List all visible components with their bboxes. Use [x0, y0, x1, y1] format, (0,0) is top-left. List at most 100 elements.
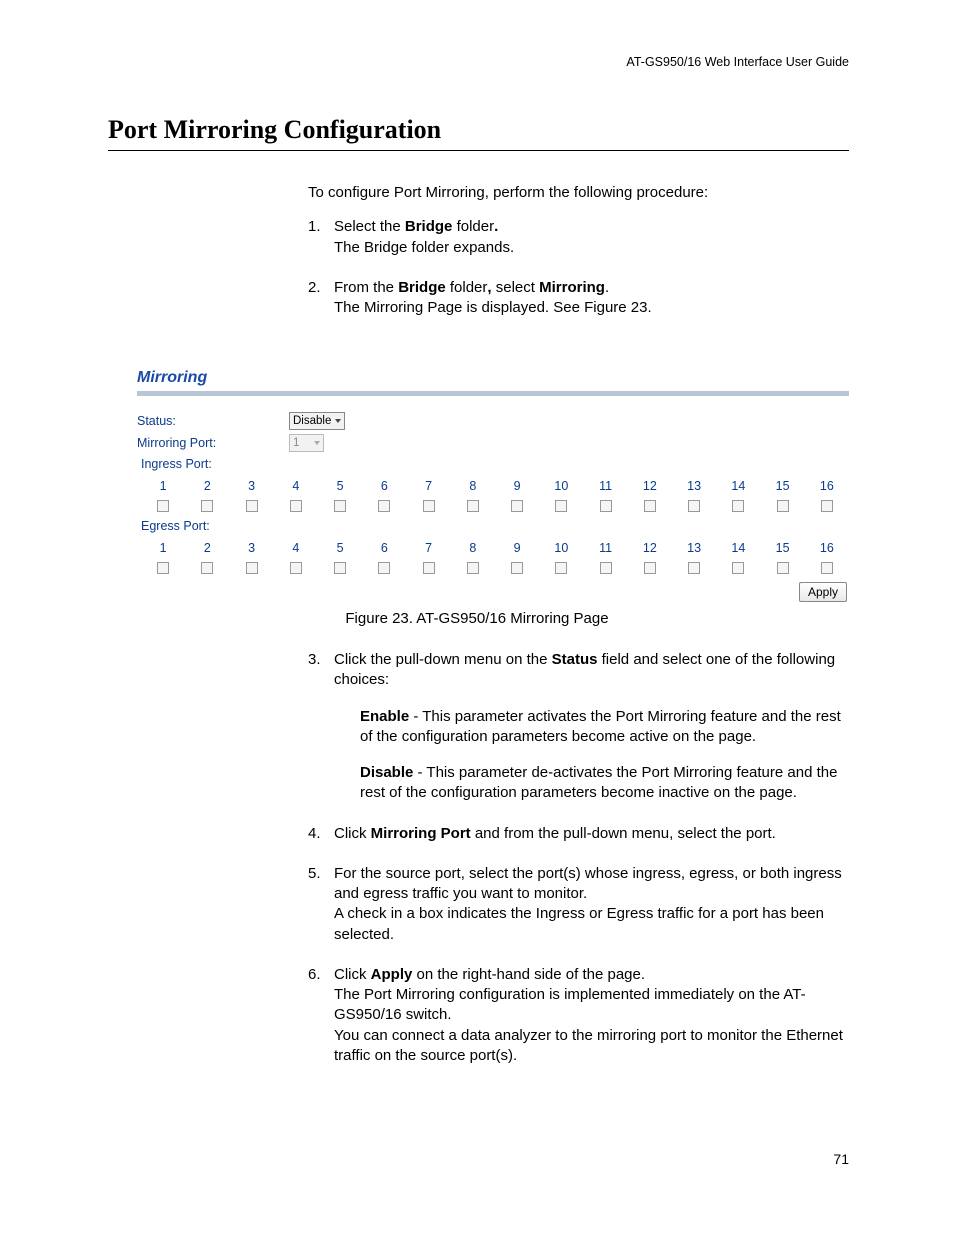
ingress-checkbox[interactable] [378, 500, 390, 512]
step-1-num: 1. [308, 217, 321, 237]
port-num: 12 [628, 476, 672, 496]
step-2-sel: select [492, 279, 540, 296]
chevron-down-icon [314, 441, 320, 445]
content-bottom: 3. Click the pull-down menu on the Statu… [308, 650, 849, 1086]
status-value: Disable [293, 415, 331, 427]
egress-checkbox[interactable] [511, 562, 523, 574]
port-num: 1 [141, 538, 185, 558]
disable-choice: Disable - This parameter de-activates th… [360, 763, 849, 804]
egress-checkbox[interactable] [423, 562, 435, 574]
step-4-pre: Click [334, 825, 371, 842]
port-num: 2 [185, 538, 229, 558]
egress-checkbox[interactable] [688, 562, 700, 574]
port-num: 1 [141, 476, 185, 496]
mirroring-form: Status: Disable Mirroring Port: 1 Ingres… [137, 410, 849, 602]
egress-checkbox[interactable] [334, 562, 346, 574]
step-2-bold2: Mirroring [539, 279, 605, 296]
step-5-pre: For the source port, select the port(s) … [334, 865, 842, 902]
ingress-port-checks [141, 496, 849, 516]
port-num: 6 [362, 538, 406, 558]
ingress-checkbox[interactable] [644, 500, 656, 512]
port-num: 2 [185, 476, 229, 496]
egress-checkbox[interactable] [555, 562, 567, 574]
egress-checkbox[interactable] [644, 562, 656, 574]
status-select[interactable]: Disable [289, 412, 345, 430]
ingress-checkbox[interactable] [467, 500, 479, 512]
ingress-checkbox[interactable] [201, 500, 213, 512]
step-1-post: folder [452, 218, 494, 235]
ingress-checkbox[interactable] [821, 500, 833, 512]
step-1-punct: . [494, 218, 498, 235]
step-4-num: 4. [308, 824, 321, 844]
step-5-line2: A check in a box indicates the Ingress o… [334, 905, 824, 942]
step-2-bold: Bridge [398, 279, 446, 296]
ingress-checkbox[interactable] [157, 500, 169, 512]
step-6-line2: The Port Mirroring configuration is impl… [334, 986, 806, 1023]
ingress-checkbox[interactable] [334, 500, 346, 512]
ingress-checkbox[interactable] [290, 500, 302, 512]
egress-checkbox[interactable] [246, 562, 258, 574]
step-1-line2: The Bridge folder expands. [334, 239, 514, 256]
step-3-bold: Status [552, 651, 598, 668]
egress-checkbox[interactable] [378, 562, 390, 574]
port-num: 5 [318, 538, 362, 558]
step-2-mid: folder [446, 279, 488, 296]
port-num: 15 [761, 476, 805, 496]
port-num: 12 [628, 538, 672, 558]
ingress-checkbox[interactable] [777, 500, 789, 512]
ingress-port-numbers: 1 2 3 4 5 6 7 8 9 10 11 12 13 14 15 16 [141, 476, 849, 496]
egress-checkbox[interactable] [821, 562, 833, 574]
step-6: 6. Click Apply on the right-hand side of… [308, 965, 849, 1066]
chevron-down-icon [335, 419, 341, 423]
port-num: 6 [362, 476, 406, 496]
ingress-label: Ingress Port: [137, 454, 849, 474]
port-num: 14 [716, 476, 760, 496]
enable-choice: Enable - This parameter activates the Po… [360, 707, 849, 748]
port-num: 7 [407, 476, 451, 496]
step-2: 2. From the Bridge folder, select Mirror… [308, 278, 849, 319]
egress-checkbox[interactable] [467, 562, 479, 574]
egress-checkbox[interactable] [157, 562, 169, 574]
disable-bold: Disable [360, 764, 413, 781]
ingress-checkbox[interactable] [688, 500, 700, 512]
step-3-pre: Click the pull-down menu on the [334, 651, 552, 668]
intro-text: To configure Port Mirroring, perform the… [308, 183, 849, 203]
mirroring-port-value: 1 [293, 437, 299, 449]
port-num: 9 [495, 538, 539, 558]
egress-checkbox[interactable] [777, 562, 789, 574]
page-title: Port Mirroring Configuration [108, 115, 441, 145]
enable-text: - This parameter activates the Port Mirr… [360, 708, 841, 745]
ingress-checkbox[interactable] [555, 500, 567, 512]
step-5: 5. For the source port, select the port(… [308, 864, 849, 945]
ingress-checkbox[interactable] [246, 500, 258, 512]
mirroring-port-label: Mirroring Port: [137, 436, 289, 450]
step-2-line2: The Mirroring Page is displayed. See Fig… [334, 299, 652, 316]
egress-checkbox[interactable] [290, 562, 302, 574]
port-num: 4 [274, 476, 318, 496]
egress-checkbox[interactable] [600, 562, 612, 574]
apply-button[interactable]: Apply [799, 582, 847, 602]
port-num: 16 [805, 538, 849, 558]
port-num: 11 [584, 476, 628, 496]
step-1: 1. Select the Bridge folder. The Bridge … [308, 217, 849, 258]
step-6-pre: Click [334, 966, 371, 983]
step-6-num: 6. [308, 965, 321, 985]
port-num: 11 [584, 538, 628, 558]
ingress-checkbox[interactable] [511, 500, 523, 512]
mirroring-ui: Mirroring Status: Disable Mirroring Port… [137, 369, 849, 602]
egress-checkbox[interactable] [201, 562, 213, 574]
step-1-pre: Select the [334, 218, 405, 235]
egress-label: Egress Port: [137, 516, 849, 536]
mirroring-port-select[interactable]: 1 [289, 434, 324, 452]
title-rule [108, 150, 849, 151]
ingress-checkbox[interactable] [600, 500, 612, 512]
port-num: 8 [451, 476, 495, 496]
status-label: Status: [137, 414, 289, 428]
egress-checkbox[interactable] [732, 562, 744, 574]
ingress-checkbox[interactable] [732, 500, 744, 512]
step-3-num: 3. [308, 650, 321, 670]
port-num: 13 [672, 538, 716, 558]
ingress-checkbox[interactable] [423, 500, 435, 512]
step-1-bold: Bridge [405, 218, 453, 235]
port-num: 10 [539, 476, 583, 496]
